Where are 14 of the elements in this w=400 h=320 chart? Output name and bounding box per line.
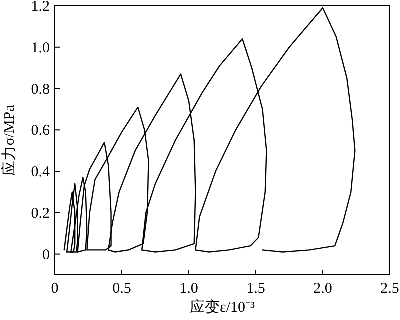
x-tick-label: 0.5 — [112, 281, 132, 297]
x-tick-label: 1.5 — [246, 281, 266, 297]
y-axis-title: 应力σ/MPa — [1, 104, 18, 176]
y-tick-label: 0.6 — [31, 123, 50, 140]
y-tick-label: 1.0 — [31, 40, 50, 56]
y-tick-label: 0.4 — [31, 164, 50, 181]
x-tick-label: 1.0 — [180, 281, 198, 297]
y-tick-label: 0.2 — [31, 206, 50, 222]
y-tick-label: 1.2 — [31, 0, 50, 15]
x-axis-title: 应变ε/10⁻³ — [190, 299, 256, 316]
x-tick-label: 2.0 — [314, 281, 332, 297]
y-tick-label: 0.8 — [31, 82, 50, 98]
y-tick-label: 0 — [42, 247, 50, 264]
x-tick-label: 2.5 — [380, 281, 400, 297]
